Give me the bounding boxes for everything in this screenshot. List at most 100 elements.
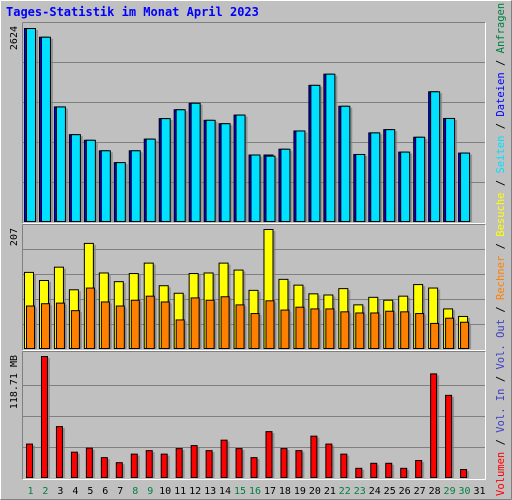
legend-item-besuche: Besuche	[495, 192, 507, 236]
bar-rechner-day-1	[26, 305, 35, 349]
panel-middle-max-label: 207	[9, 228, 20, 246]
bar-seiten-day-14	[220, 123, 231, 222]
x-tick-label-day-4: 4	[72, 486, 78, 497]
x-tick-label-day-18: 18	[279, 486, 291, 497]
x-tick-label-day-7: 7	[117, 486, 123, 497]
x-tick-label-day-14: 14	[219, 486, 231, 497]
bar-seiten-day-8	[130, 150, 141, 222]
bar-rechner-day-2	[40, 303, 50, 350]
legend-item-anfragen: Anfragen	[495, 3, 507, 54]
bar-rechner-day-17	[265, 300, 275, 350]
legend-item-volumen: Volumen	[495, 452, 507, 496]
bar-volumen-day-30	[460, 469, 468, 478]
x-tick-label-day-3: 3	[57, 486, 63, 497]
bar-rechner-day-23	[355, 312, 365, 350]
panel-bottom: 118.71 MB	[9, 351, 486, 480]
bar-seiten-day-17	[265, 155, 276, 222]
bar-rechner-day-11	[175, 319, 185, 350]
bar-seiten-day-22	[340, 105, 351, 222]
bar-rechner-day-20	[310, 308, 320, 349]
bar-seiten-day-10	[160, 118, 171, 222]
bar-rechner-day-13	[205, 299, 215, 350]
bar-seiten-day-5	[85, 139, 96, 223]
bar-rechner-day-26	[400, 311, 410, 350]
x-tick-label-day-8: 8	[132, 486, 138, 497]
bar-rechner-day-29	[445, 317, 455, 349]
bar-volumen-day-29	[445, 394, 453, 478]
legend-separator: /	[495, 433, 507, 452]
panel-middle: 207	[9, 224, 486, 351]
bar-seiten-day-15	[235, 114, 246, 222]
bar-rechner-day-24	[370, 312, 380, 350]
bar-volumen-day-3	[55, 426, 63, 478]
x-tick-label-day-10: 10	[159, 486, 171, 497]
bar-volumen-day-9	[145, 450, 153, 478]
x-tick-label-day-17: 17	[264, 486, 276, 497]
bar-volumen-day-12	[190, 445, 198, 478]
bar-volumen-day-10	[160, 453, 168, 478]
x-tick-label-day-29: 29	[444, 486, 456, 497]
legend-item-seiten: Seiten	[495, 136, 507, 174]
x-tick-label-day-2: 2	[42, 486, 48, 497]
bar-rechner-day-14	[220, 296, 230, 349]
bar-volumen-day-26	[400, 467, 408, 478]
bar-volumen-day-4	[70, 451, 78, 479]
bar-rechner-day-6	[100, 301, 110, 350]
bar-seiten-day-7	[115, 162, 126, 223]
bar-seiten-day-20	[310, 84, 321, 223]
legend-separator: /	[495, 300, 507, 319]
bar-seiten-day-6	[100, 150, 111, 222]
bar-seiten-day-11	[175, 109, 186, 222]
bar-rechner-day-10	[160, 301, 170, 350]
bar-seiten-day-2	[40, 36, 51, 222]
bar-rechner-day-15	[235, 304, 245, 349]
bar-volumen-day-21	[325, 443, 333, 479]
legend-separator: /	[495, 174, 507, 193]
bar-volumen-day-7	[115, 462, 123, 478]
x-tick-label-day-31: 31	[473, 486, 485, 497]
chart-title: Tages-Statistik im Monat April 2023	[6, 5, 259, 19]
bar-rechner-day-21	[325, 308, 335, 349]
x-tick-label-day-24: 24	[369, 486, 381, 497]
bar-volumen-day-1	[26, 443, 33, 479]
legend-separator: /	[495, 53, 507, 72]
bar-volumen-day-27	[415, 460, 423, 478]
bar-rechner-day-19	[295, 306, 305, 349]
bar-rechner-day-9	[145, 295, 155, 349]
legend-separator: /	[495, 237, 507, 256]
bar-rechner-day-4	[70, 310, 80, 350]
x-tick-label-day-20: 20	[309, 486, 321, 497]
x-tick-label-day-16: 16	[249, 486, 261, 497]
bar-volumen-day-6	[100, 457, 108, 478]
bar-volumen-day-8	[130, 453, 138, 478]
bar-rechner-day-3	[55, 302, 65, 350]
bar-volumen-day-2	[40, 356, 48, 478]
bar-rechner-day-7	[115, 305, 125, 349]
x-tick-label-day-28: 28	[429, 486, 441, 497]
x-tick-label-day-6: 6	[102, 486, 108, 497]
bar-seiten-day-27	[415, 136, 426, 223]
bar-rechner-day-5	[85, 287, 95, 349]
bar-seiten-day-23	[355, 153, 366, 222]
bar-volumen-day-5	[85, 447, 93, 479]
bar-volumen-day-18	[280, 448, 288, 478]
legend-item-dateien: Dateien	[495, 72, 507, 116]
x-tick-label-day-26: 26	[399, 486, 411, 497]
legend-item-rechner: Rechner	[495, 256, 507, 300]
bar-volumen-day-24	[370, 462, 378, 479]
bar-seiten-day-25	[385, 129, 396, 222]
bar-seiten-day-28	[430, 91, 441, 222]
x-tick-label-day-15: 15	[234, 486, 246, 497]
bar-volumen-day-16	[250, 457, 258, 478]
bar-seiten-day-30	[460, 152, 471, 222]
legend-separator: /	[495, 117, 507, 136]
bar-volumen-day-20	[310, 435, 318, 479]
bar-volumen-day-13	[205, 450, 213, 478]
bar-seiten-day-29	[445, 117, 456, 222]
bar-seiten-day-19	[295, 130, 306, 222]
bar-rechner-day-30	[460, 321, 470, 350]
bar-seiten-day-3	[55, 106, 66, 222]
chart-legend: Volumen / Vol. In / Vol. Out / Rechner /…	[495, 3, 507, 496]
bar-rechner-day-22	[340, 311, 350, 350]
bar-rechner-day-28	[430, 322, 440, 350]
